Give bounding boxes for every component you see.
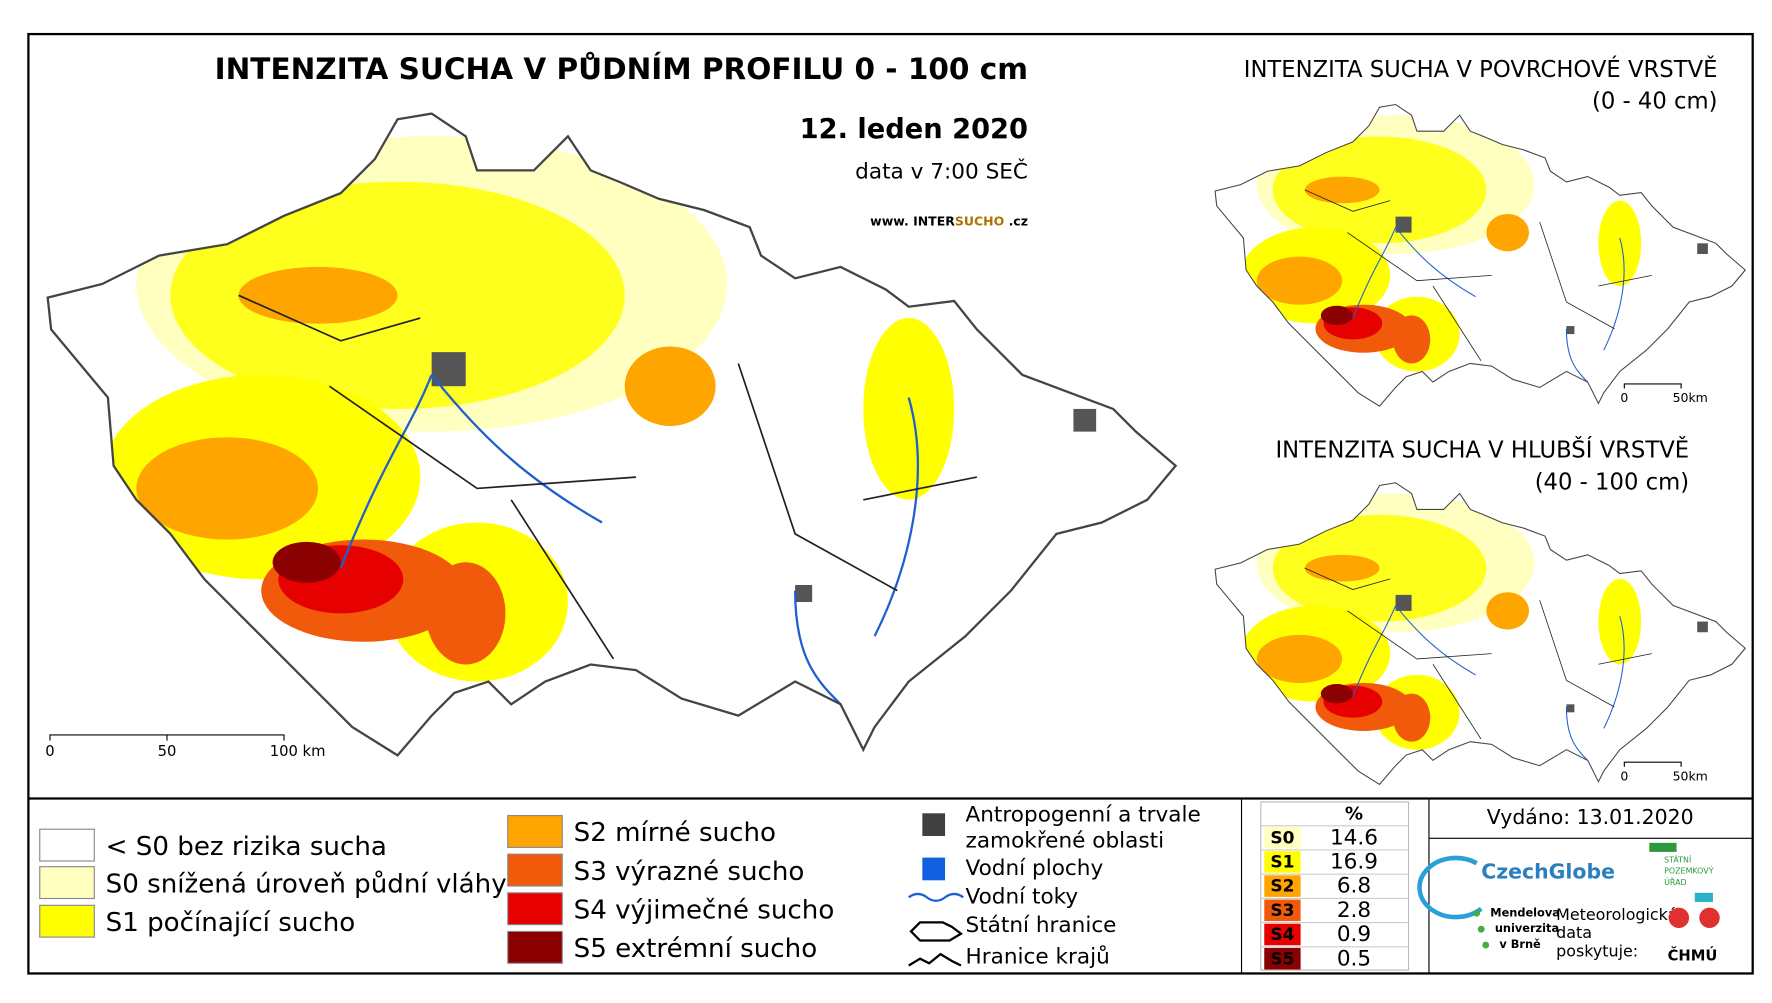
legend-swatch: [507, 853, 563, 887]
logo-met: poskytuje:: [1556, 941, 1638, 960]
logo-met: Meteorologická: [1556, 905, 1677, 924]
issued: Vydáno: 13.01.2020: [1487, 805, 1694, 829]
table-class-cell: [1264, 899, 1301, 922]
logo-mark: [1417, 855, 1483, 920]
inset-title: INTENZITA SUCHA V HLUBŠÍ VRSTVĚ: [1275, 435, 1689, 463]
logo-mendel: v Brně: [1499, 937, 1541, 951]
frame: [27, 32, 1754, 975]
table-class-cell: [1264, 923, 1301, 946]
symbol: [922, 813, 946, 837]
table-value: 14.6: [1330, 825, 1378, 850]
symbol: [908, 952, 962, 967]
symbol: [908, 892, 964, 902]
scale-label: 0: [1620, 768, 1628, 783]
logo-spu: STÁTNÍ: [1664, 853, 1692, 864]
legend-label: S4 výjimečné sucho: [574, 895, 835, 925]
logo-met: data: [1556, 923, 1592, 942]
scale-bar: [1623, 383, 1682, 389]
logo-chmu: ČHMÚ: [1668, 946, 1718, 964]
title: INTENZITA SUCHA V PŮDNÍM PROFILU 0 - 100…: [215, 50, 1028, 86]
legend-label: S5 extrémní sucho: [574, 934, 818, 964]
table-class: S3: [1270, 901, 1294, 921]
legend-swatch: [507, 892, 563, 926]
inset-map-bottom: [1215, 483, 1745, 785]
web: www. INTERSUCHO .cz: [870, 213, 1028, 228]
table-class: S2: [1270, 877, 1294, 897]
legend-label: Antropogenní a trvale: [966, 803, 1201, 828]
web-part: INTER: [913, 213, 955, 228]
legend-label: S2 mírné sucho: [574, 818, 776, 848]
table-class-cell: [1264, 875, 1301, 897]
legend-label: zamokřené oblasti: [966, 829, 1165, 854]
table-class-cell: [1264, 851, 1301, 873]
logo-czechglobe: CzechGlobe: [1481, 859, 1615, 883]
legend-swatch: [39, 866, 95, 900]
logo-spu: ÚŘAD: [1664, 876, 1687, 887]
scale-bar: [49, 734, 285, 741]
logo-mendel: univerzita: [1495, 921, 1559, 935]
legend-label: S0 snížená úroveň půdní vláhy: [106, 869, 507, 899]
scale-label: 0: [45, 743, 54, 760]
table-class: S0: [1270, 828, 1294, 848]
inset-title: INTENZITA SUCHA V POVRCHOVÉ VRSTVĚ: [1244, 55, 1718, 83]
inset-map-top: [1215, 105, 1745, 407]
legend-label: Státní hranice: [966, 913, 1117, 938]
table-value: 16.9: [1330, 849, 1378, 874]
scale-bar: [1623, 761, 1682, 767]
legend-label: Vodní toky: [966, 884, 1079, 909]
legend-swatch: [39, 904, 95, 938]
legend-swatch: [39, 828, 95, 862]
table-class-cell: [1264, 947, 1301, 970]
logo-mendel: Mendelova: [1490, 905, 1560, 919]
legend-label: S3 výrazné sucho: [574, 857, 805, 887]
web-part: www.: [870, 213, 909, 228]
legend-swatch: [507, 815, 563, 848]
table-frame: [1260, 801, 1410, 971]
scale-label: 50km: [1673, 390, 1708, 405]
table-value: 0.9: [1337, 922, 1371, 947]
inset-subtitle: (0 - 40 cm): [1592, 89, 1718, 115]
symbol: [922, 857, 946, 881]
scale-label: 50: [158, 743, 177, 760]
scale-label: 50km: [1673, 768, 1708, 783]
scale-label: 0: [1620, 390, 1628, 405]
table-class-cell: [1264, 826, 1301, 849]
table-class: S1: [1270, 852, 1294, 872]
time: data v 7:00 SEČ: [855, 159, 1028, 185]
table-value: 6.8: [1337, 874, 1371, 899]
web-part: .cz: [1009, 213, 1028, 228]
table-value: 2.8: [1337, 898, 1371, 923]
table-value: 0.5: [1337, 946, 1371, 971]
inset-subtitle: (40 - 100 cm): [1535, 469, 1689, 495]
legend-label: Vodní plochy: [966, 856, 1104, 881]
legend-swatch: [507, 930, 563, 964]
logo-spu: POZEMKOVÝ: [1664, 865, 1714, 876]
date: 12. leden 2020: [800, 114, 1028, 145]
table-class: S5: [1270, 949, 1294, 969]
logo-mark: [1649, 842, 1677, 852]
legend-label: S1 počínající sucho: [106, 908, 356, 938]
table-class: S4: [1270, 925, 1294, 945]
legend-label: Hranice krajů: [966, 945, 1110, 970]
scale-label: 100 km: [270, 743, 326, 760]
web-part: SUCHO: [955, 213, 1004, 228]
main-map: [48, 114, 1176, 756]
symbol: [909, 921, 964, 942]
table-header: %: [1345, 803, 1363, 824]
legend-label: < S0 bez rizika sucha: [106, 832, 387, 862]
